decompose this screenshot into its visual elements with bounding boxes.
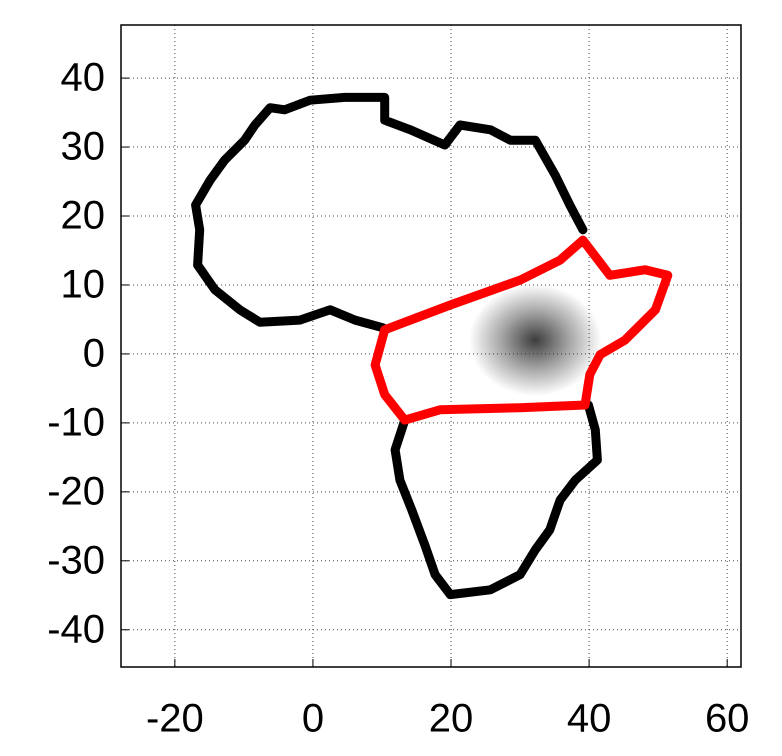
y-tick-label: 10 — [61, 263, 106, 307]
y-tick-label: 40 — [61, 56, 106, 100]
x-tick-label: 60 — [705, 697, 750, 741]
y-tick-label: 20 — [61, 194, 106, 238]
outline — [370, 235, 673, 425]
y-tick-label: -20 — [47, 469, 105, 513]
y-tick-label: -40 — [47, 607, 105, 651]
outline — [191, 92, 602, 600]
density-blob — [468, 284, 602, 396]
x-tick-label: 20 — [429, 697, 474, 741]
x-tick-label: -20 — [146, 697, 204, 741]
plot-frame — [120, 24, 742, 668]
y-tick-label: 30 — [61, 125, 106, 169]
x-tick-label: 40 — [567, 697, 612, 741]
y-tick-label: -10 — [47, 400, 105, 444]
y-tick-label: 0 — [83, 331, 105, 375]
x-tick-label: 0 — [302, 697, 324, 741]
y-tick-label: -30 — [47, 538, 105, 582]
